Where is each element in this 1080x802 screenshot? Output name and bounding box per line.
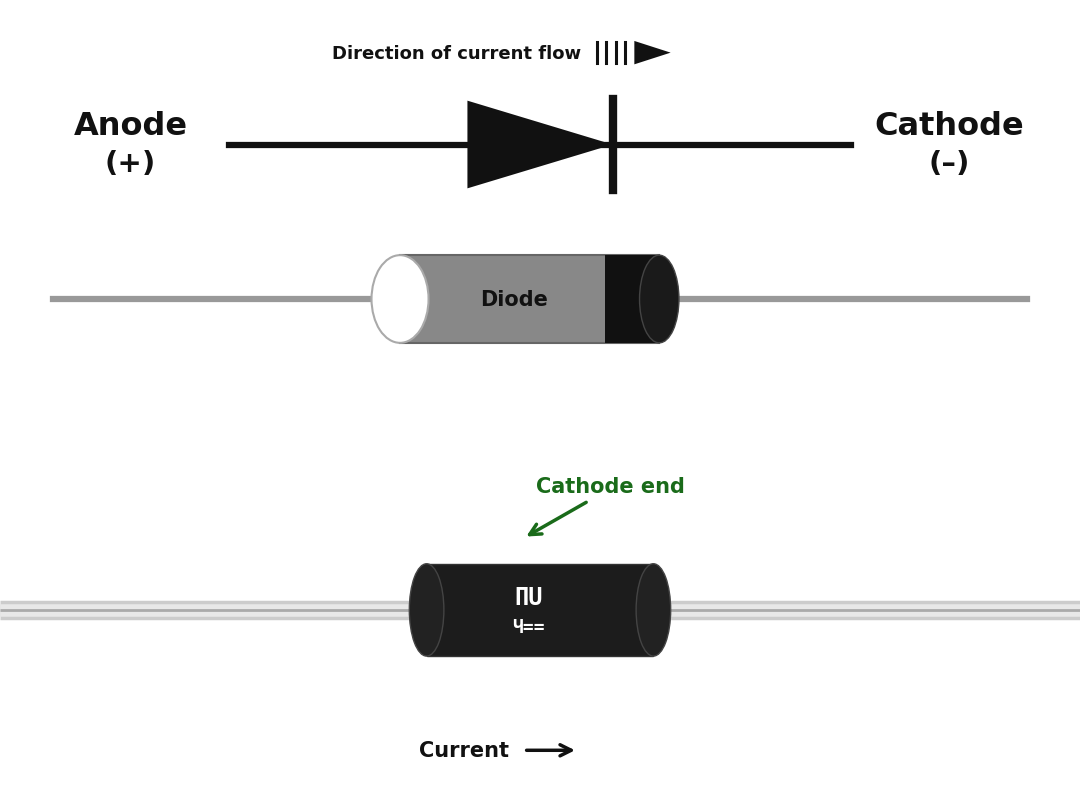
Bar [427, 564, 653, 656]
Bar [605, 256, 659, 343]
Text: Direction of current flow: Direction of current flow [333, 45, 582, 63]
Ellipse shape [372, 256, 429, 343]
Text: ПU: ПU [514, 585, 543, 610]
Text: Current: Current [419, 740, 510, 760]
Ellipse shape [409, 564, 444, 656]
Text: Cathode: Cathode [875, 111, 1024, 142]
Text: Diode: Diode [481, 290, 548, 310]
Ellipse shape [636, 564, 671, 656]
Text: Anode: Anode [73, 111, 188, 142]
Polygon shape [634, 42, 671, 65]
Ellipse shape [639, 256, 679, 343]
Text: Ч==: Ч== [512, 618, 545, 636]
Text: Cathode end: Cathode end [536, 476, 685, 496]
Text: (–): (–) [929, 150, 970, 178]
Text: (+): (+) [105, 150, 157, 178]
Bar [400, 256, 659, 343]
Polygon shape [468, 102, 612, 189]
